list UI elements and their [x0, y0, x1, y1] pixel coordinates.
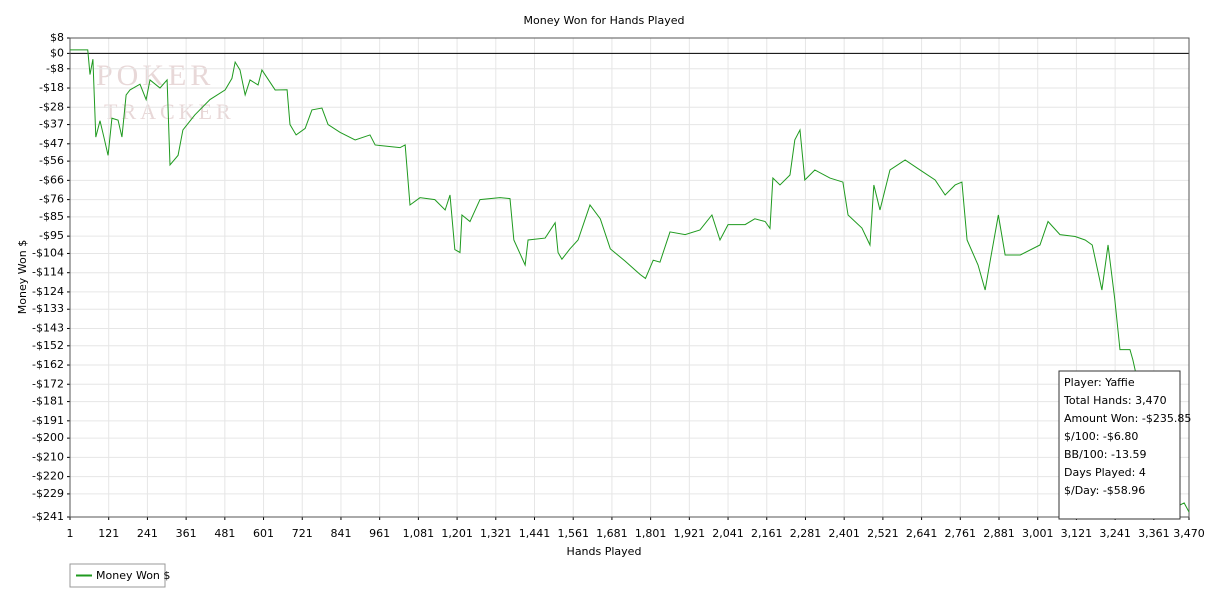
x-tick-label: 1,921 — [674, 527, 706, 540]
x-tick-label: 721 — [292, 527, 313, 540]
y-tick-label: -$8 — [46, 62, 64, 75]
info-text: Days Played: 4 — [1064, 466, 1146, 479]
data-line — [70, 49, 1190, 513]
info-box — [1058, 370, 1181, 520]
y-tick-label: -$47 — [39, 137, 64, 150]
x-tick-label: 3,470 — [1173, 527, 1205, 540]
y-tick-label: -$152 — [32, 339, 64, 352]
x-tick-label: 1,561 — [557, 527, 589, 540]
x-tick-label: 3,001 — [1022, 527, 1054, 540]
y-tick-label: -$124 — [32, 285, 64, 298]
x-tick-label: 1,801 — [635, 527, 667, 540]
y-tick-label: -$18 — [39, 81, 64, 94]
x-tick-label: 481 — [214, 527, 235, 540]
y-tick-label: $8 — [50, 31, 64, 44]
y-tick-label: -$162 — [32, 358, 64, 371]
info-text: $/100: -$6.80 — [1064, 430, 1138, 443]
x-tick-label: 2,761 — [945, 527, 977, 540]
y-tick-label: -$191 — [32, 414, 64, 427]
x-tick-label: 121 — [98, 527, 119, 540]
y-tick-label: $0 — [50, 46, 64, 59]
y-axis-label: Money Won $ — [16, 240, 29, 314]
x-tick-label: 3,361 — [1138, 527, 1170, 540]
info-text: Total Hands: 3,470 — [1063, 394, 1167, 407]
y-tick-label: -$133 — [32, 302, 64, 315]
legend-box — [69, 563, 166, 588]
x-tick-label: 1 — [67, 527, 74, 540]
x-tick-label: 2,521 — [867, 527, 899, 540]
x-tick-label: 1,681 — [596, 527, 628, 540]
x-tick-label: 841 — [330, 527, 351, 540]
watermark: POKER — [96, 59, 214, 92]
y-tick-label: -$37 — [39, 118, 64, 131]
y-tick-label: -$66 — [39, 173, 64, 186]
x-tick-label: 3,121 — [1061, 527, 1093, 540]
x-tick-label: 2,401 — [828, 527, 860, 540]
x-tick-label: 961 — [369, 527, 390, 540]
info-text: Amount Won: -$235.85 — [1064, 412, 1191, 425]
y-tick-label: -$143 — [32, 321, 64, 334]
x-tick-label: 2,161 — [751, 527, 783, 540]
x-tick-label: 2,641 — [906, 527, 938, 540]
x-tick-label: 1,441 — [519, 527, 551, 540]
chart-title: Money Won for Hands Played — [524, 14, 685, 27]
y-tick-label: -$104 — [32, 246, 64, 259]
info-text: BB/100: -13.59 — [1064, 448, 1146, 461]
x-tick-label: 2,281 — [790, 527, 822, 540]
x-tick-label: 2,881 — [983, 527, 1015, 540]
y-tick-label: -$229 — [32, 487, 64, 500]
y-tick-label: -$181 — [32, 395, 64, 408]
y-tick-label: -$210 — [32, 450, 64, 463]
y-tick-label: -$95 — [39, 229, 64, 242]
info-text: $/Day: -$58.96 — [1064, 484, 1145, 497]
y-tick-label: -$241 — [32, 510, 64, 523]
x-tick-label: 361 — [176, 527, 197, 540]
y-tick-label: -$114 — [32, 266, 64, 279]
x-tick-label: 2,041 — [712, 527, 744, 540]
y-tick-label: -$56 — [39, 154, 64, 167]
x-tick-label: 241 — [137, 527, 158, 540]
y-tick-label: -$172 — [32, 377, 64, 390]
info-text: Player: Yaffie — [1064, 376, 1135, 389]
x-tick-label: 601 — [253, 527, 274, 540]
y-tick-label: -$220 — [32, 470, 64, 483]
x-axis-label: Hands Played — [567, 545, 642, 558]
x-tick-label: 3,241 — [1099, 527, 1131, 540]
y-tick-label: -$85 — [39, 210, 64, 223]
x-tick-label: 1,081 — [403, 527, 435, 540]
y-tick-label: -$28 — [39, 100, 64, 113]
plot-frame — [69, 37, 1190, 518]
y-tick-label: -$200 — [32, 431, 64, 444]
y-tick-label: -$76 — [39, 193, 64, 206]
x-tick-label: 1,201 — [441, 527, 473, 540]
legend-label: Money Won $ — [96, 569, 170, 582]
x-tick-label: 1,321 — [480, 527, 512, 540]
